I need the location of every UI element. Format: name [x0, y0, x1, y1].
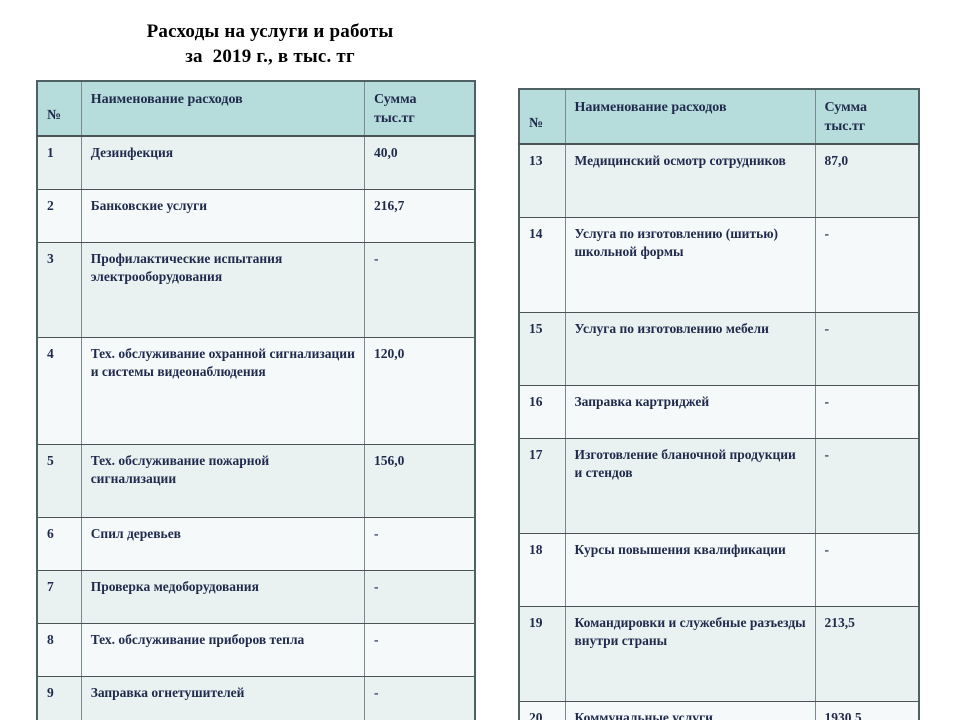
- table-row: 5 Тех. обслуживание пожарной сигнализации…: [36, 444, 476, 519]
- cell-number: 8: [36, 623, 82, 678]
- column-header-sum: Сумма тыс.тг: [814, 88, 920, 146]
- cell-number: 19: [518, 606, 566, 703]
- table-header-row: № Наименование расходов Сумма тыс.тг: [518, 88, 920, 146]
- cell-sum: -: [814, 385, 920, 440]
- expenses-table-right-body: 13 Медицинский осмотр сотрудников 87,0 14 Ус…: [518, 143, 920, 720]
- cell-sum: 156,0: [363, 444, 476, 519]
- cell-name: Спил деревьев: [80, 517, 365, 572]
- table-row: 13 Медицинский осмотр сотрудников 87,0: [518, 143, 920, 219]
- cell-number: 6: [36, 517, 82, 572]
- cell-number: 9: [36, 676, 82, 720]
- cell-name: Изготовление бланочной продукции и стенд…: [564, 438, 816, 535]
- table-row: 16 Заправка картриджей -: [518, 385, 920, 440]
- expenses-table-right: № Наименование расходов Сумма тыс.тг 13 Ме…: [518, 88, 920, 720]
- cell-sum: -: [363, 623, 476, 678]
- cell-sum: -: [814, 312, 920, 387]
- cell-name: Дезинфекция: [80, 135, 365, 191]
- column-header-number: №: [36, 80, 82, 138]
- column-header-sum-line-2: тыс.тг: [824, 118, 866, 134]
- cell-number: 17: [518, 438, 566, 535]
- cell-name: Заправка огнетушителей: [80, 676, 365, 720]
- table-row: 1 Дезинфекция 40,0: [36, 135, 476, 191]
- cell-name: Курсы повышения квалификации: [564, 533, 816, 608]
- column-header-sum-line-1: Сумма: [824, 100, 868, 115]
- cell-sum: -: [814, 217, 920, 314]
- cell-sum: 120,0: [363, 337, 476, 446]
- cell-name: Тех. обслуживание пожарной сигнализации: [80, 444, 365, 519]
- cell-number: 2: [36, 189, 82, 244]
- table-row: 4 Тех. обслуживание охранной сигнализации…: [36, 337, 476, 446]
- page-title-line-2: за 2019 г., в тыс. тг: [185, 45, 355, 67]
- cell-name: Командировки и служебные разъезды внутри…: [564, 606, 816, 703]
- table-row: 15 Услуга по изготовлению мебели -: [518, 312, 920, 387]
- cell-number: 5: [36, 444, 82, 519]
- table-row: 14 Услуга по изготовлению (шитью) школьно…: [518, 217, 920, 314]
- cell-name: Тех. обслуживание приборов тепла: [80, 623, 365, 678]
- table-row: 7 Проверка медоборудования -: [36, 570, 476, 625]
- expenses-table-left: № Наименование расходов Сумма тыс.тг 1 Дез…: [36, 80, 476, 720]
- cell-name: Заправка картриджей: [564, 385, 816, 440]
- table-row: 20 Коммунальные услуги 1930,5: [518, 701, 920, 720]
- cell-name: Коммунальные услуги: [564, 701, 816, 720]
- cell-sum: -: [363, 242, 476, 339]
- table-row: 2 Банковские услуги 216,7: [36, 189, 476, 244]
- cell-name: Услуга по изготовлению мебели: [564, 312, 816, 387]
- column-header-sum-line-1: Сумма: [373, 92, 417, 107]
- cell-name: Услуга по изготовлению (шитью) школьной …: [564, 217, 816, 314]
- cell-name: Банковские услуги: [80, 189, 365, 244]
- cell-sum: 40,0: [363, 135, 476, 191]
- table-row: 18 Курсы повышения квалификации -: [518, 533, 920, 608]
- cell-number: 13: [518, 143, 566, 219]
- cell-sum: 87,0: [814, 143, 920, 219]
- cell-number: 16: [518, 385, 566, 440]
- cell-sum: 1930,5: [814, 701, 920, 720]
- table-row: 8 Тех. обслуживание приборов тепла -: [36, 623, 476, 678]
- cell-name: Проверка медоборудования: [80, 570, 365, 625]
- cell-name: Профилактические испытания электрооборуд…: [80, 242, 365, 339]
- cell-number: 20: [518, 701, 566, 720]
- cell-number: 15: [518, 312, 566, 387]
- page-title: Расходы на услуги и работы за 2019 г., в…: [0, 20, 540, 69]
- table-row: 17 Изготовление бланочной продукции и сте…: [518, 438, 920, 535]
- column-header-number: №: [518, 88, 566, 146]
- cell-name: Медицинский осмотр сотрудников: [564, 143, 816, 219]
- column-header-name: Наименование расходов: [80, 80, 365, 138]
- cell-number: 7: [36, 570, 82, 625]
- expenses-table-left-body: 1 Дезинфекция 40,0 2 Банковские услуги 216,7 3…: [36, 135, 476, 720]
- cell-sum: -: [363, 570, 476, 625]
- cell-number: 14: [518, 217, 566, 314]
- column-header-sum: Сумма тыс.тг: [363, 80, 476, 138]
- cell-sum: -: [363, 676, 476, 720]
- column-header-sum-line-2: тыс.тг: [373, 110, 415, 126]
- cell-sum: -: [814, 533, 920, 608]
- table-row: 6 Спил деревьев -: [36, 517, 476, 572]
- cell-sum: 213,5: [814, 606, 920, 703]
- cell-sum: -: [363, 517, 476, 572]
- cell-sum: 216,7: [363, 189, 476, 244]
- cell-name: Тех. обслуживание охранной сигнализации …: [80, 337, 365, 446]
- table-row: 3 Профилактические испытания электрообору…: [36, 242, 476, 339]
- table-row: 9 Заправка огнетушителей -: [36, 676, 476, 720]
- cell-number: 4: [36, 337, 82, 446]
- table-header-row: № Наименование расходов Сумма тыс.тг: [36, 80, 476, 138]
- column-header-name: Наименование расходов: [564, 88, 816, 146]
- cell-number: 18: [518, 533, 566, 608]
- table-row: 19 Командировки и служебные разъезды внут…: [518, 606, 920, 703]
- cell-number: 1: [36, 135, 82, 191]
- page-title-line-1: Расходы на услуги и работы: [146, 21, 394, 42]
- cell-number: 3: [36, 242, 82, 339]
- cell-sum: -: [814, 438, 920, 535]
